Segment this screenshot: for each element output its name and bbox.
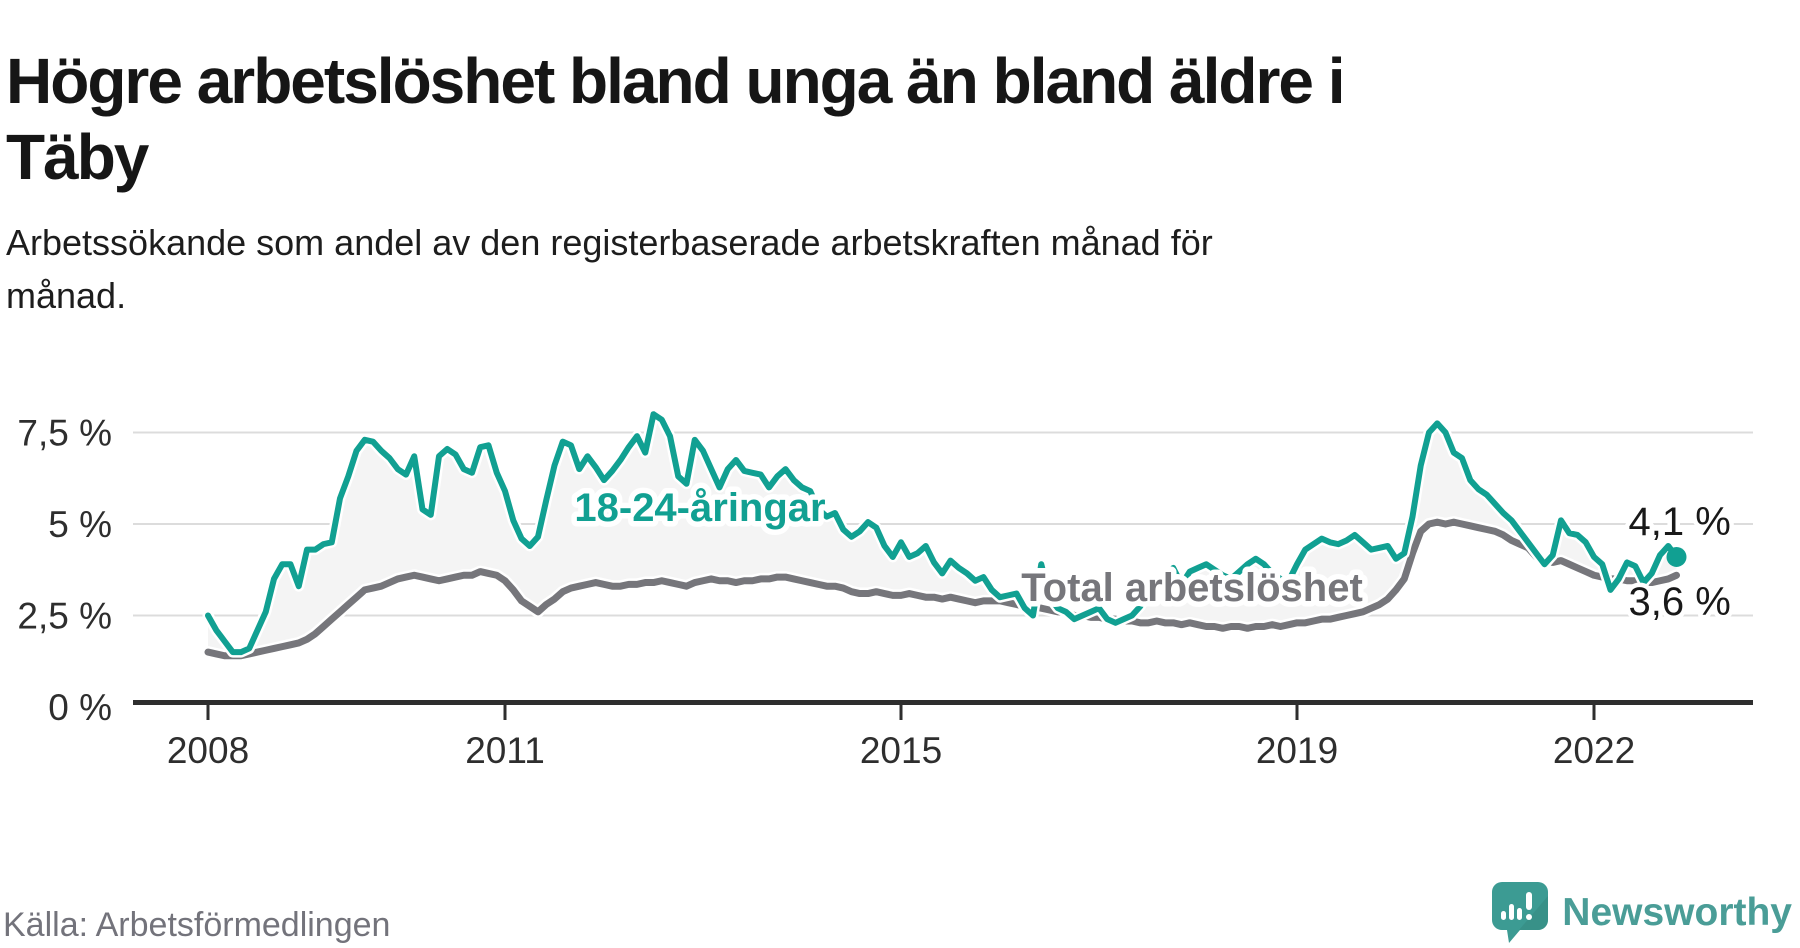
page-subtitle-line1: Arbetssökande som andel av den registerb… bbox=[6, 222, 1213, 263]
series-label-18-24-aringar: 18-24-åringar bbox=[574, 486, 825, 530]
x-tick-label: 2015 bbox=[860, 730, 942, 771]
newsworthy-bubble-chart-icon bbox=[1492, 882, 1549, 943]
x-tick-label: 2011 bbox=[465, 730, 545, 771]
y-gridlines: 7,5 % 5 % 2,5 % 0 % bbox=[17, 413, 1753, 728]
series-line-total-arbetsloshet bbox=[204, 518, 1680, 660]
y-tick-label: 0 % bbox=[48, 687, 112, 728]
series-fill bbox=[208, 414, 1677, 656]
x-tick-label: 2019 bbox=[1256, 730, 1338, 771]
x-tick-label: 2022 bbox=[1553, 730, 1635, 771]
x-tick-label: 2008 bbox=[167, 730, 249, 771]
x-axis: 2008 2011 2015 2019 2022 bbox=[133, 700, 1753, 771]
fill-between-series bbox=[208, 414, 1677, 656]
page-subtitle: Arbetssökande som andel av den registerb… bbox=[6, 216, 1506, 322]
end-value-label-18-24: 4,1 % bbox=[1629, 500, 1731, 544]
series-label-total-arbetsloshet: Total arbetslöshet bbox=[1021, 566, 1363, 610]
page-subtitle-line2: månad. bbox=[6, 275, 127, 316]
y-tick-label: 2,5 % bbox=[17, 596, 112, 637]
series-lines bbox=[202, 408, 1687, 662]
end-value-label-total: 3,6 % bbox=[1629, 580, 1731, 624]
y-tick-label: 7,5 % bbox=[17, 413, 112, 454]
y-tick-label: 5 % bbox=[48, 504, 112, 545]
page-title-line2: Täby bbox=[6, 120, 149, 193]
newsworthy-logo: Newsworthy bbox=[1492, 882, 1792, 944]
series-line-18-24-aringar bbox=[205, 411, 1680, 656]
source-note: Källa: Arbetsförmedlingen bbox=[3, 906, 391, 944]
newsworthy-wordmark: Newsworthy bbox=[1562, 891, 1792, 934]
page-title: Högre arbetslöshet bland unga än bland ä… bbox=[6, 43, 1646, 195]
latest-point-dot bbox=[1666, 546, 1687, 567]
page-title-line1: Högre arbetslöshet bland unga än bland ä… bbox=[6, 44, 1346, 117]
chart-labels: Total arbetslöshet 18-24-åringar 4,1 % 3,6 … bbox=[569, 481, 1735, 629]
